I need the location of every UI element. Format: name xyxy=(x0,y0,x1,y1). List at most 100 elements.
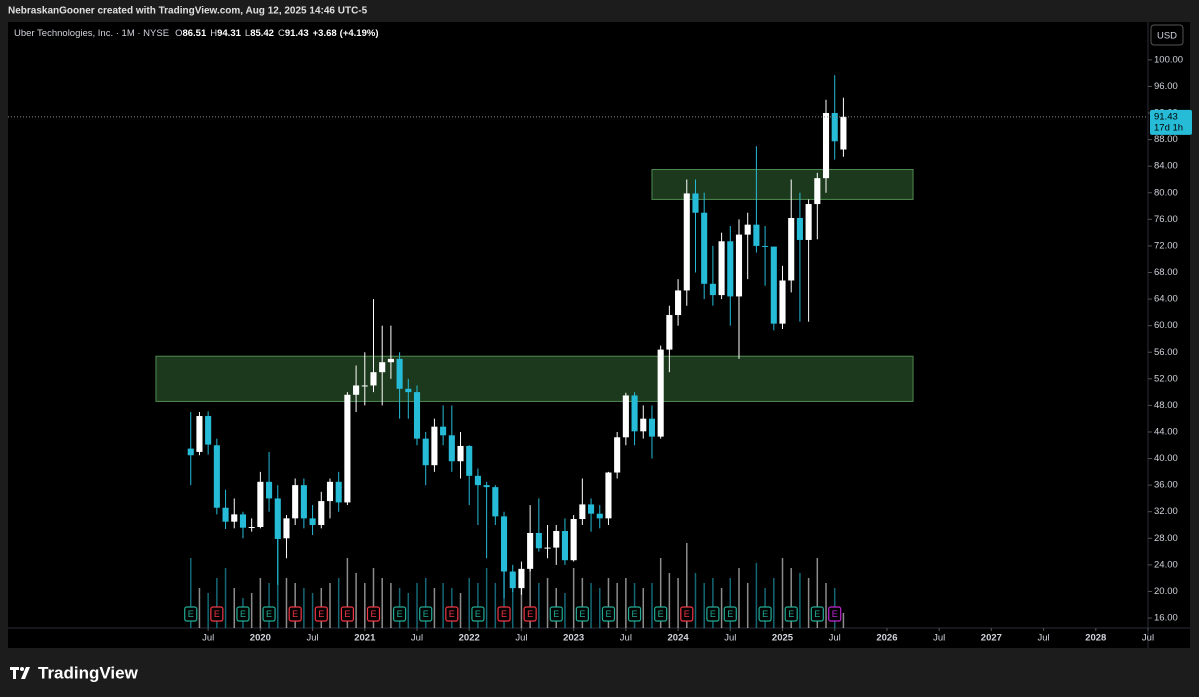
x-tick-label: 2026 xyxy=(876,633,897,644)
currency-label[interactable]: USD xyxy=(1157,31,1177,42)
candle-body xyxy=(614,437,621,473)
volume-bar xyxy=(485,568,488,628)
earnings-badge xyxy=(654,606,668,622)
candle-body xyxy=(300,485,307,519)
earnings-label: E xyxy=(579,609,585,619)
volume-bar xyxy=(442,583,444,628)
candle-body xyxy=(474,475,481,486)
candle-body xyxy=(622,395,629,438)
candle-body xyxy=(718,241,725,296)
candle-body xyxy=(509,571,516,589)
candle-body xyxy=(500,516,508,572)
y-tick-label: 52.00 xyxy=(1154,373,1178,384)
earnings-badge xyxy=(758,606,772,622)
y-tick-label: 84.00 xyxy=(1154,161,1178,172)
volume-bar xyxy=(250,593,253,628)
y-tick-label: 40.00 xyxy=(1154,453,1178,464)
x-tick-label: Jul xyxy=(829,633,841,644)
earnings-badge xyxy=(627,606,642,622)
earnings-label: E xyxy=(710,609,716,619)
candle-body xyxy=(762,245,769,247)
candle-body xyxy=(805,204,812,240)
volume-bar xyxy=(651,583,653,628)
volume-bar xyxy=(189,558,192,628)
legend-key: L xyxy=(245,28,250,39)
y-tick-label: 76.00 xyxy=(1154,214,1178,225)
volume-bar xyxy=(529,568,531,628)
volume-bar xyxy=(294,583,296,628)
countdown-label: 17d 1h xyxy=(1154,122,1183,133)
earnings-badge xyxy=(601,606,616,622)
x-tick-label: Jul xyxy=(1142,633,1154,644)
volume-bar xyxy=(677,578,679,628)
x-tick-label: Jul xyxy=(202,633,214,644)
candle-body xyxy=(431,426,438,466)
volume-bar xyxy=(259,578,262,628)
candle-body xyxy=(657,349,664,437)
candle-body xyxy=(814,178,821,205)
candle-body xyxy=(840,116,847,150)
earnings-badge xyxy=(810,606,824,622)
earnings-badge xyxy=(314,606,328,622)
y-tick-label: 60.00 xyxy=(1154,320,1178,331)
chart-panel xyxy=(8,22,1190,648)
currency-button[interactable] xyxy=(1150,24,1184,46)
legend-change: +3.68 xyxy=(313,28,337,39)
earnings-label: E xyxy=(684,609,690,619)
symbol-legend: Uber Technologies, Inc. · 1M · NYSE O86.5… xyxy=(14,28,378,39)
volume-bar xyxy=(459,593,462,628)
volume-bar xyxy=(372,568,375,628)
y-tick-label: 16.00 xyxy=(1154,613,1178,624)
candle-body xyxy=(396,358,403,389)
earnings-badge xyxy=(549,606,563,622)
earnings-label: E xyxy=(553,609,559,619)
candle-body xyxy=(796,218,803,240)
volume-bar xyxy=(746,583,749,628)
volume-bar xyxy=(233,588,236,628)
candle-body xyxy=(422,438,429,466)
earnings-label: E xyxy=(240,609,246,619)
footer-logo xyxy=(10,667,30,679)
candle-body xyxy=(588,504,595,514)
volume-bar xyxy=(599,588,601,628)
volume-bar xyxy=(807,578,810,628)
earnings-badge xyxy=(366,606,381,622)
y-tick-label: 20.00 xyxy=(1154,586,1178,597)
candle-body xyxy=(309,518,316,526)
candle-body xyxy=(335,481,342,503)
volume-bar xyxy=(755,563,758,628)
volume-bar xyxy=(738,568,740,628)
x-tick-label: 2022 xyxy=(459,633,480,644)
earnings-label: E xyxy=(832,609,838,619)
candle-body xyxy=(248,527,255,528)
candle-body xyxy=(457,445,464,462)
volume-bar xyxy=(311,593,314,628)
volume-bar xyxy=(381,578,383,628)
candle-body xyxy=(788,218,795,281)
candle-body xyxy=(318,501,325,526)
volume-bar xyxy=(546,578,549,628)
volume-bar xyxy=(633,583,636,628)
candle-body xyxy=(213,445,220,508)
volume-bar xyxy=(790,568,792,628)
volume-bar xyxy=(337,578,340,628)
volume-bar xyxy=(285,578,288,628)
last-price-label: 91.43 xyxy=(1154,111,1178,122)
candle-body xyxy=(683,193,690,291)
candle-body xyxy=(831,113,838,142)
legend-item: 94.31 xyxy=(217,28,241,39)
earnings-label: E xyxy=(501,609,507,619)
volume-bar xyxy=(659,558,662,628)
x-tick-label: 2025 xyxy=(772,633,794,644)
earnings-label: E xyxy=(318,609,324,619)
volume-bar xyxy=(407,593,410,628)
legend-key: C xyxy=(278,28,285,39)
earnings-label: E xyxy=(423,609,429,619)
candle-body xyxy=(631,395,638,432)
earnings-label: E xyxy=(449,609,455,619)
candle-body xyxy=(770,246,777,324)
volume-bar xyxy=(520,578,523,628)
candle-body xyxy=(283,518,290,539)
volume-bar xyxy=(494,583,497,628)
earnings-badge xyxy=(340,606,354,622)
